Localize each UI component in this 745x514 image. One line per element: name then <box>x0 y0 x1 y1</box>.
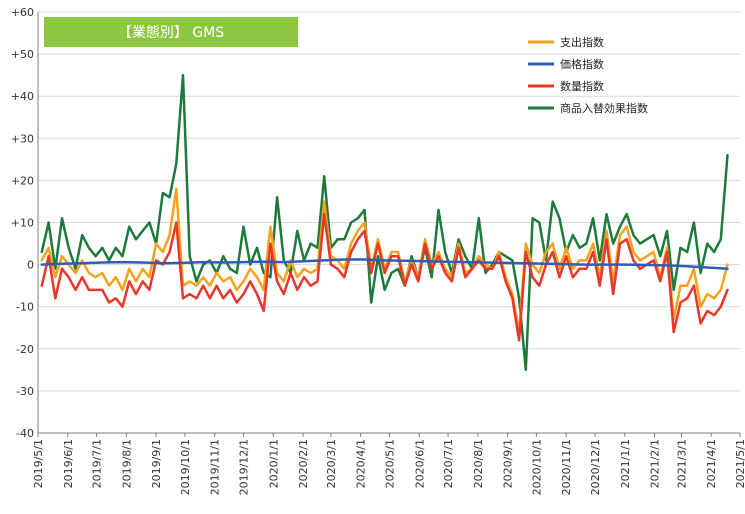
legend-label: 数量指数 <box>560 79 604 93</box>
series-line <box>40 258 729 271</box>
x-tick-label: 2021/1/1 <box>619 439 632 488</box>
y-tick-label: 0 <box>27 259 34 272</box>
series-lines <box>40 73 729 372</box>
chart-title-box: 【業態別】 GMS <box>44 17 298 47</box>
y-tick-label: +50 <box>11 48 34 61</box>
legend-label: 支出指数 <box>560 35 604 49</box>
x-tick-label: 2020/2/1 <box>297 439 310 488</box>
x-tick-label: 2020/11/1 <box>560 439 573 495</box>
x-tick-label: 2019/11/1 <box>209 439 222 495</box>
grid-lines <box>38 11 740 434</box>
y-tick-label: +10 <box>11 217 34 230</box>
y-tick-label: +40 <box>11 90 34 103</box>
x-tick-label: 2020/9/1 <box>502 439 515 488</box>
x-tick-label: 2021/5/1 <box>734 439 745 488</box>
x-tick-label: 2020/7/1 <box>442 439 455 488</box>
x-tick-label: 2021/3/1 <box>675 439 688 488</box>
y-tick-label: -40 <box>16 427 34 440</box>
x-tick-label: 2021/4/1 <box>705 439 718 488</box>
x-tick-label: 2019/9/1 <box>150 439 163 488</box>
x-tick-label: 2020/1/1 <box>267 439 280 488</box>
series-line <box>40 212 729 342</box>
x-tick-label: 2019/6/1 <box>62 439 75 488</box>
x-tick-label: 2020/8/1 <box>472 439 485 488</box>
x-tick-label: 2019/8/1 <box>120 439 133 488</box>
x-tick-label: 2020/4/1 <box>355 439 368 488</box>
y-tick-label: -10 <box>16 301 34 314</box>
legend-label: 商品入替効果指数 <box>560 101 648 115</box>
x-tick-label: 2020/3/1 <box>325 439 338 488</box>
x-tick-label: 2020/6/1 <box>413 439 426 488</box>
y-tick-label: -30 <box>16 385 34 398</box>
x-tick-label: 2020/10/1 <box>530 439 543 495</box>
x-tick-label: 2019/10/1 <box>179 439 192 495</box>
y-tick-label: +20 <box>11 174 34 187</box>
chart-title: 【業態別】 GMS <box>118 25 224 41</box>
x-tick-label: 2019/7/1 <box>91 439 104 488</box>
x-tick-label: 2019/12/1 <box>238 439 251 495</box>
x-tick-label: 2020/5/1 <box>383 439 396 488</box>
chart-title-background <box>44 17 298 47</box>
y-tick-label: +30 <box>11 132 34 145</box>
y-tick-label: -20 <box>16 343 34 356</box>
x-tick-label: 2021/2/1 <box>649 439 662 488</box>
y-tick-label: +60 <box>11 6 34 19</box>
x-tick-label: 2020/12/1 <box>589 439 602 495</box>
legend-label: 価格指数 <box>560 57 604 71</box>
x-tick-label: 2019/5/1 <box>32 439 45 488</box>
